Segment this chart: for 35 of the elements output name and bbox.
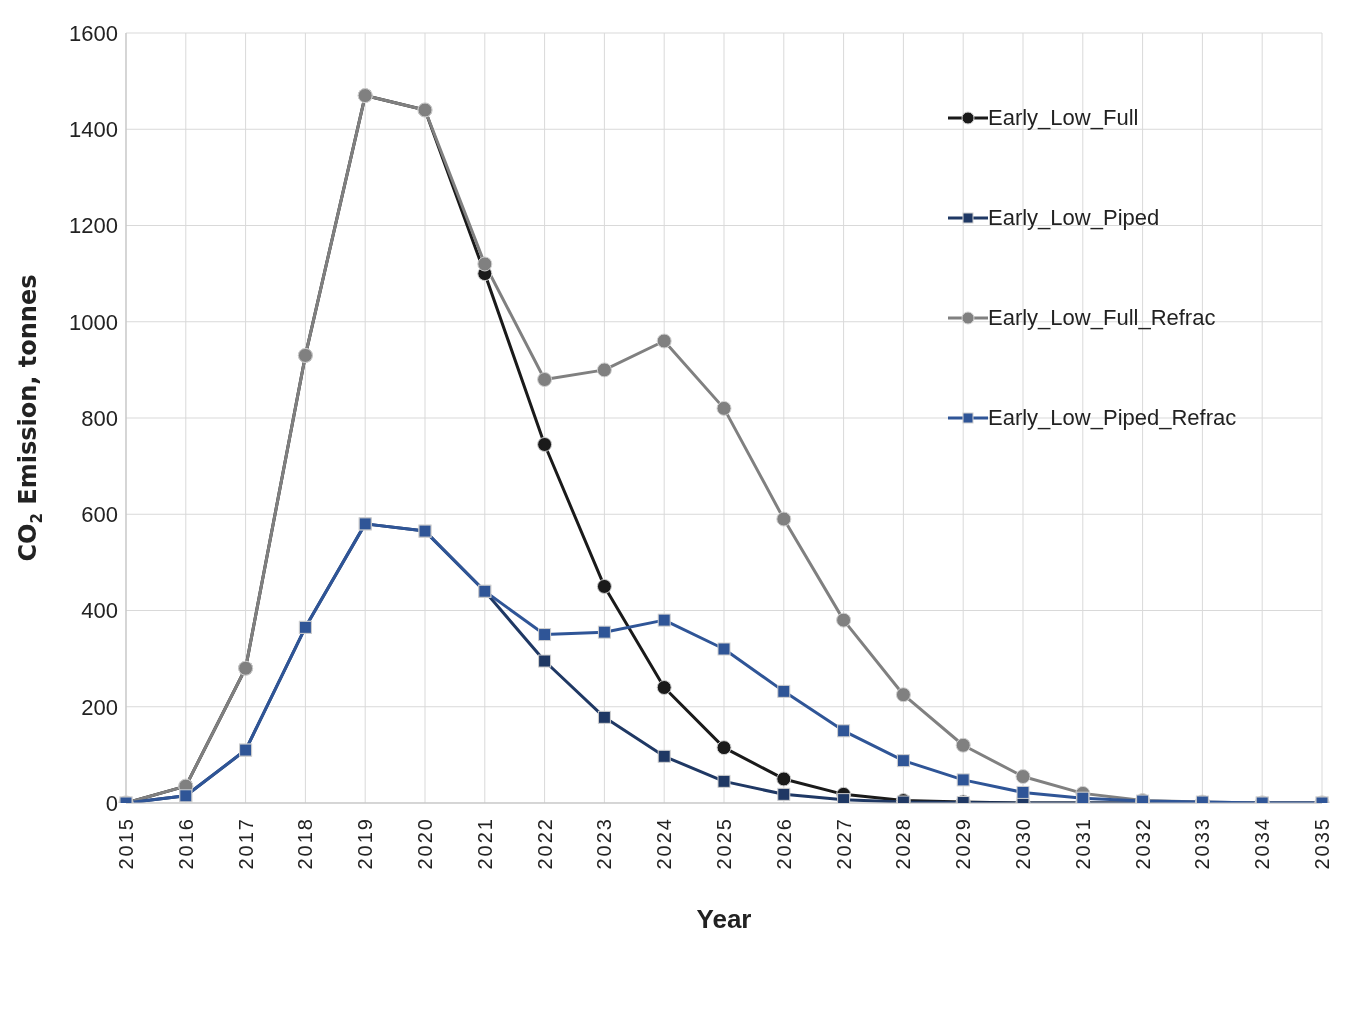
y-tick-label: 600 <box>81 502 118 528</box>
x-tick-label: 2018 <box>294 817 317 870</box>
x-tick-label: 2033 <box>1191 817 1214 870</box>
x-tick-label: 2016 <box>174 817 197 870</box>
x-tick-label: 2029 <box>952 817 975 870</box>
legend-label: Early_Low_Piped_Refrac <box>988 405 1237 431</box>
x-tick-label: 2030 <box>1012 817 1034 870</box>
y-tick-label: 800 <box>81 405 118 431</box>
x-tick-label: 2027 <box>832 817 855 870</box>
x-tick-label: 2019 <box>354 817 377 870</box>
x-tick-label: 2032 <box>1131 817 1154 870</box>
x-tick-label: 2026 <box>772 817 795 870</box>
y-tick-label: 1400 <box>69 117 118 143</box>
y-tick-label: 400 <box>81 598 118 624</box>
x-tick-label: 2034 <box>1251 817 1274 870</box>
x-tick-label: 2028 <box>892 817 915 870</box>
y-tick-label: 1200 <box>69 213 118 239</box>
x-tick-label: 2015 <box>115 817 137 870</box>
legend-label: Early_Low_Piped <box>988 205 1160 231</box>
x-tick-label: 2017 <box>234 817 257 870</box>
y-tick-label: 0 <box>105 790 118 816</box>
legend-label: Early_Low_Full <box>988 105 1139 131</box>
legend-label: Early_Low_Full_Refrac <box>988 305 1216 331</box>
y-tick-label: 200 <box>81 694 118 720</box>
x-tick-label: 2031 <box>1071 817 1094 870</box>
x-tick-label: 2023 <box>593 817 616 870</box>
x-tick-label: 2035 <box>1311 817 1333 870</box>
x-tick-label: 2020 <box>414 817 436 870</box>
y-tick-label: 1600 <box>69 20 118 46</box>
x-axis-title: Year <box>696 904 752 934</box>
y-tick-label: 1000 <box>69 309 118 335</box>
x-tick-label: 2022 <box>533 817 556 870</box>
x-tick-label: 2021 <box>473 817 496 870</box>
x-tick-label: 2024 <box>653 817 676 870</box>
x-tick-label: 2025 <box>713 817 735 870</box>
